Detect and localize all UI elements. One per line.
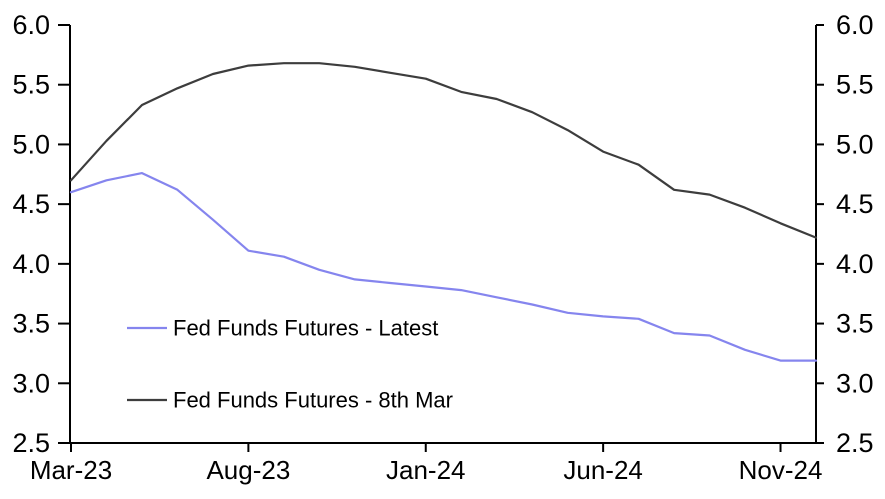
y-tick-label-right: 5.5 bbox=[836, 70, 874, 100]
y-tick-label-left: 3.0 bbox=[12, 368, 50, 398]
y-tick-label-right: 4.0 bbox=[836, 249, 874, 279]
right-axis-ticks bbox=[816, 24, 824, 444]
x-tick-label: Jan-24 bbox=[386, 455, 466, 485]
y-tick-label-right: 5.0 bbox=[836, 129, 874, 159]
left-axis-ticks bbox=[58, 24, 70, 444]
legend-label-latest: Fed Funds Futures - Latest bbox=[173, 316, 438, 341]
x-tick-label: Mar-23 bbox=[30, 455, 112, 485]
legend-label-8th-mar: Fed Funds Futures - 8th Mar bbox=[173, 388, 453, 413]
y-tick-label-right: 2.5 bbox=[836, 428, 874, 458]
left-axis-labels: 2.5 3.0 3.5 4.0 4.5 5.0 5.5 6.0 bbox=[12, 10, 50, 458]
y-tick-label-left: 3.5 bbox=[12, 309, 50, 339]
x-tick-label: Nov-24 bbox=[739, 455, 823, 485]
y-tick-label-left: 4.0 bbox=[12, 249, 50, 279]
y-tick-label-left: 2.5 bbox=[12, 428, 50, 458]
y-tick-label-left: 5.0 bbox=[12, 129, 50, 159]
series-line-8th-mar bbox=[69, 62, 818, 239]
series-line-latest bbox=[69, 172, 818, 362]
right-axis-labels: 2.5 3.0 3.5 4.0 4.5 5.0 5.5 6.0 bbox=[836, 10, 874, 458]
y-tick-label-left: 4.5 bbox=[12, 189, 50, 219]
y-tick-label-right: 3.0 bbox=[836, 368, 874, 398]
x-tick-label: Aug-23 bbox=[206, 455, 290, 485]
legend: Fed Funds Futures - Latest Fed Funds Fut… bbox=[127, 316, 453, 413]
y-tick-label-right: 6.0 bbox=[836, 10, 874, 40]
x-tick-label: Jun-24 bbox=[563, 455, 643, 485]
y-tick-label-left: 6.0 bbox=[12, 10, 50, 40]
series-lines bbox=[69, 62, 818, 362]
bottom-axis-ticks bbox=[70, 443, 782, 452]
y-tick-label-right: 3.5 bbox=[836, 309, 874, 339]
axis-spines bbox=[69, 25, 817, 444]
bottom-axis-labels: Mar-23 Aug-23 Jan-24 Jun-24 Nov-24 bbox=[30, 455, 823, 485]
y-tick-label-left: 5.5 bbox=[12, 70, 50, 100]
y-tick-label-right: 4.5 bbox=[836, 189, 874, 219]
